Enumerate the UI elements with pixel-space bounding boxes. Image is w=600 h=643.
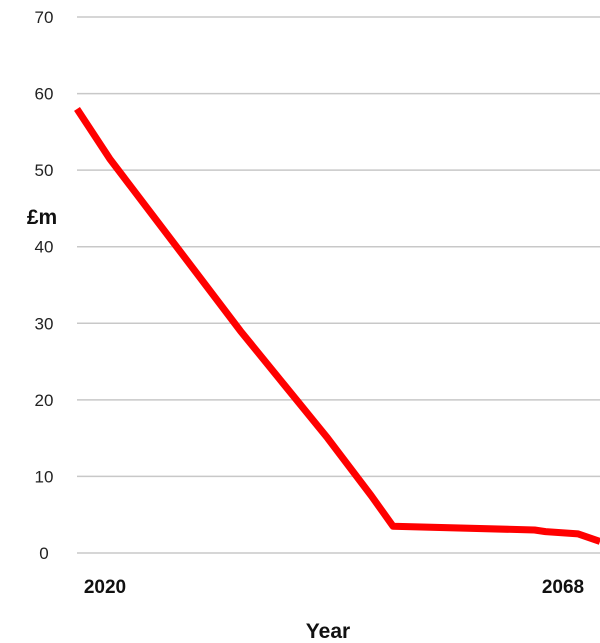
x-tick-labels: 2020 2068 [84, 577, 584, 598]
y-tick-label: 30 [35, 314, 54, 333]
y-tick-labels: 0 10 20 30 40 50 60 70 [35, 8, 54, 563]
y-tick-label: 50 [35, 161, 54, 180]
x-tick-label: 2068 [542, 577, 584, 598]
y-axis-label: £m [27, 206, 57, 229]
series-layer [74, 106, 600, 545]
y-tick-label: 70 [35, 8, 54, 27]
series-line-0 [74, 106, 600, 545]
x-tick-label: 2020 [84, 577, 126, 598]
y-tick-label: 60 [35, 85, 54, 104]
y-tick-label: 0 [39, 544, 48, 563]
gridlines [77, 16, 600, 554]
y-tick-label: 20 [35, 391, 54, 410]
y-tick-label: 40 [35, 238, 54, 257]
x-axis-label: Year [306, 620, 350, 643]
y-tick-label: 10 [35, 467, 54, 486]
